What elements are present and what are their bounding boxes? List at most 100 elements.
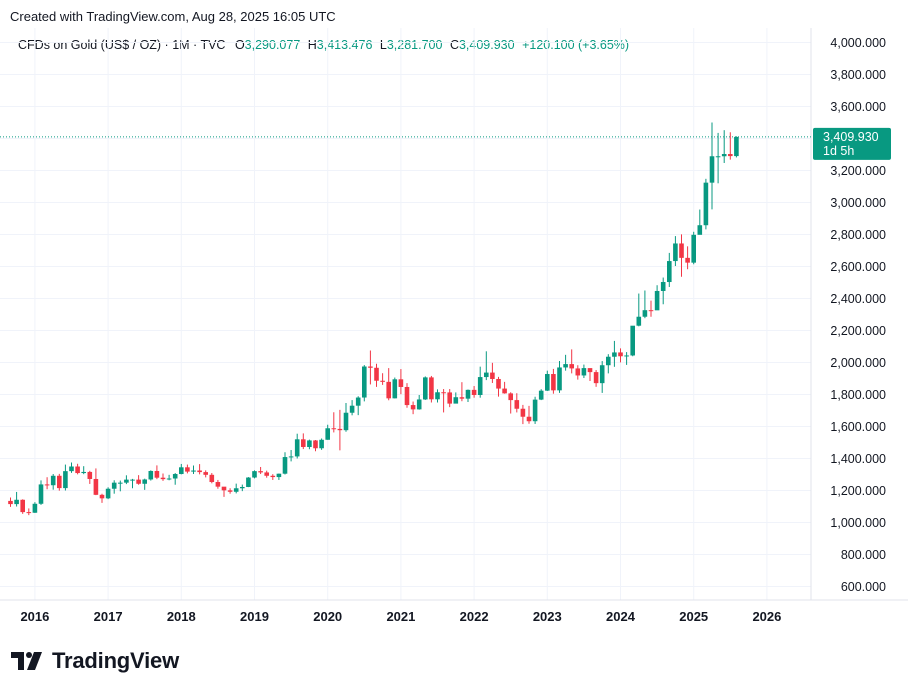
candle — [325, 424, 330, 440]
candle — [648, 300, 654, 317]
candle — [14, 491, 19, 507]
candle — [252, 470, 257, 479]
candle — [593, 370, 599, 387]
candle — [160, 473, 166, 481]
candle — [697, 209, 703, 235]
candle-body — [197, 470, 202, 473]
chart-axes — [0, 28, 908, 601]
candle-body — [514, 400, 520, 409]
candle-body — [538, 390, 544, 400]
candle-body — [368, 366, 373, 368]
candle — [398, 369, 404, 395]
candle-body — [703, 182, 709, 226]
candle-body — [325, 428, 330, 440]
candle — [227, 488, 233, 494]
candle — [246, 477, 251, 488]
candle — [392, 377, 398, 399]
time-tick-label: 2023 — [533, 609, 562, 624]
candle-body — [545, 374, 550, 391]
candle — [563, 354, 568, 371]
candle — [111, 480, 117, 494]
time-tick-label: 2016 — [20, 609, 49, 624]
price-tick-label: 3,800.000 — [830, 68, 886, 82]
candle — [307, 439, 312, 450]
candle — [136, 475, 141, 485]
price-tick-label: 3,600.000 — [830, 100, 886, 114]
candle — [569, 349, 574, 374]
candle-body — [215, 482, 221, 487]
candle-body — [709, 156, 715, 183]
candle — [502, 381, 507, 394]
candle — [581, 364, 587, 379]
candle-body — [362, 366, 367, 398]
candle-body — [587, 368, 593, 373]
candle — [429, 375, 434, 403]
candle-body — [630, 325, 635, 356]
candle — [636, 293, 642, 327]
candle — [612, 340, 617, 367]
candle — [691, 231, 696, 265]
price-chart[interactable]: 600.000 800.000 1,000.000 1,200.000 1,400.00… — [0, 28, 908, 632]
candle-body — [496, 378, 501, 389]
time-scale[interactable]: 2016 2017 2018 2019 2020 2021 2022 2023 2024 2025… — [20, 609, 781, 624]
candle — [166, 474, 172, 481]
price-scale[interactable]: 600.000 800.000 1,000.000 1,200.000 1,400.00… — [830, 36, 886, 594]
candle-body — [484, 372, 489, 378]
candle — [386, 368, 391, 401]
candle-body — [288, 456, 294, 458]
candle-body — [563, 364, 568, 368]
candle — [471, 386, 477, 398]
candle — [423, 376, 428, 400]
candle-body — [660, 282, 666, 291]
symbol-description[interactable]: CFDs on Gold (US$ / OZ) · 1M · TVC — [18, 38, 226, 52]
candle — [575, 365, 581, 380]
candle — [660, 277, 666, 305]
candle — [172, 473, 178, 485]
candle-body — [404, 386, 410, 406]
candle — [32, 502, 38, 513]
candle — [185, 464, 190, 474]
candle — [264, 470, 269, 478]
candle — [331, 412, 337, 433]
candle — [441, 389, 446, 413]
candle-body — [551, 374, 556, 391]
candle-body — [410, 405, 416, 410]
bar-countdown-label: 1d 5h — [823, 144, 854, 158]
candle-body — [441, 392, 446, 394]
candle — [667, 252, 672, 287]
candle-body — [337, 428, 343, 431]
candle — [50, 474, 56, 490]
candle-body — [313, 440, 318, 449]
candle — [105, 487, 111, 500]
candle — [282, 452, 288, 475]
candle — [368, 350, 373, 385]
candle-body — [471, 389, 477, 395]
candle-body — [160, 477, 166, 480]
candle — [75, 463, 80, 475]
candle-body — [715, 156, 721, 158]
candle-body — [734, 136, 739, 157]
candle-body — [38, 484, 44, 504]
candle-body — [618, 352, 623, 357]
candle — [484, 351, 489, 381]
candle — [642, 290, 648, 319]
candle-series — [8, 122, 739, 516]
candle-body — [685, 257, 690, 263]
candle — [599, 361, 605, 393]
candle-body — [258, 471, 263, 473]
candle — [8, 497, 13, 507]
created-with-caption: Created with TradingView.com, Aug 28, 20… — [10, 9, 336, 24]
candle-body — [654, 290, 660, 311]
candle — [203, 470, 208, 478]
candle — [520, 404, 526, 425]
candle-body — [142, 479, 147, 484]
candle — [240, 484, 245, 492]
open-value: 3,290.077 — [244, 38, 301, 52]
candle — [545, 370, 550, 391]
candle-body — [57, 475, 62, 489]
candle-body — [105, 488, 111, 499]
tradingview-logo[interactable]: TradingView — [10, 648, 179, 674]
candle — [301, 433, 306, 450]
candle — [703, 178, 709, 230]
last-price-label: 3,409.930 — [823, 130, 879, 144]
